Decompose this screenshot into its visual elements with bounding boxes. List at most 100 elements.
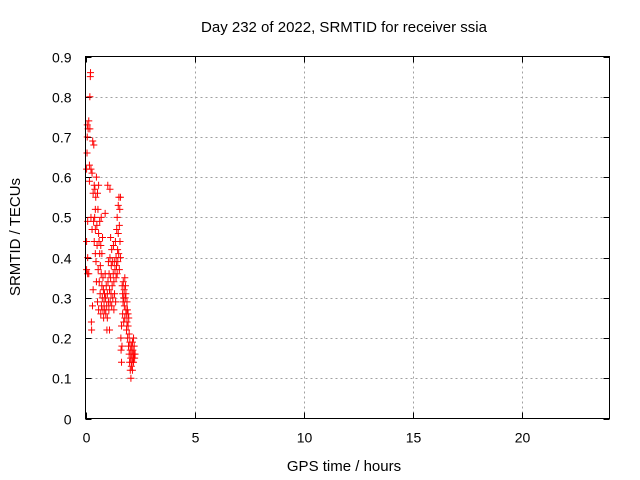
data-point-marker (106, 254, 114, 262)
data-point-marker (125, 314, 133, 322)
data-point-marker (110, 278, 118, 286)
data-point-marker (83, 149, 91, 157)
data-point-marker (114, 201, 122, 209)
data-point-marker (112, 298, 120, 306)
data-point-marker (123, 326, 131, 334)
data-point-marker (114, 258, 122, 266)
data-point-marker (124, 310, 132, 318)
data-point-marker (103, 314, 111, 322)
data-point-marker (117, 334, 125, 342)
x-axis-label: GPS time / hours (287, 458, 401, 475)
data-point-marker (83, 133, 91, 141)
data-point-marker (90, 217, 98, 225)
data-point-marker (115, 250, 123, 258)
data-point-marker (114, 246, 122, 254)
data-point-marker (123, 306, 131, 314)
plot-frame (85, 56, 610, 419)
data-point-marker (89, 286, 97, 294)
data-point-marker (88, 326, 96, 334)
data-point-marker (120, 286, 128, 294)
data-point-marker (128, 338, 136, 346)
data-point-marker (94, 189, 102, 197)
x-tick-label: 5 (192, 430, 200, 446)
data-point-marker (123, 298, 131, 306)
data-point-marker (99, 274, 107, 282)
data-point-marker (117, 346, 125, 354)
data-point-marker (121, 294, 129, 302)
data-point-marker (91, 225, 99, 233)
data-point-marker (97, 242, 105, 250)
data-point-marker (83, 266, 91, 274)
data-point-marker (101, 209, 109, 217)
data-point-marker (128, 366, 136, 374)
y-tick-label: 0.1 (52, 371, 72, 387)
data-point-marker (116, 205, 124, 213)
data-point-marker (107, 234, 115, 241)
data-point-marker (95, 181, 103, 189)
data-point-marker (99, 234, 107, 241)
data-point-marker (130, 334, 138, 342)
data-point-marker (127, 374, 135, 382)
data-point-marker (94, 205, 102, 213)
axis-ticks (85, 56, 610, 420)
data-point-marker (85, 161, 93, 169)
data-point-marker (91, 213, 99, 221)
data-point-marker (95, 278, 103, 286)
data-point-marker (130, 358, 138, 366)
data-point-marker (93, 221, 101, 229)
data-point-marker (102, 282, 110, 290)
data-point-marker (113, 213, 121, 221)
data-point-marker (121, 282, 129, 290)
data-point-marker (106, 185, 114, 193)
data-point-marker (88, 302, 96, 310)
data-point-marker (83, 238, 91, 246)
data-point-marker (98, 250, 106, 258)
data-point-marker (120, 302, 128, 310)
data-point-marker (108, 282, 116, 290)
y-tick-label: 0.4 (52, 251, 72, 267)
data-point-marker (109, 242, 117, 250)
data-point-marker (102, 294, 110, 302)
data-point-marker (85, 117, 93, 125)
data-point-marker (87, 69, 95, 77)
data-point-marker (106, 326, 114, 334)
y-tick-label: 0.7 (52, 130, 72, 146)
data-point-marker (83, 121, 91, 129)
y-tick-label: 0.9 (52, 50, 72, 66)
data-point-marker (104, 278, 112, 286)
data-point-marker (92, 173, 100, 181)
data-point-marker (89, 137, 97, 145)
data-point-marker (97, 213, 105, 221)
y-tick-label: 0.5 (52, 210, 72, 226)
data-point-marker (113, 262, 121, 270)
y-tick-label: 0.6 (52, 170, 72, 186)
chart-title: Day 232 of 2022, SRMTID for receiver ssi… (201, 19, 488, 36)
x-tick-label: 15 (406, 430, 422, 446)
data-point-marker (92, 258, 100, 266)
x-tick-label: 10 (297, 430, 313, 446)
data-point-marker (113, 270, 121, 278)
data-point-marker (112, 274, 120, 282)
x-tick-label: 20 (515, 430, 531, 446)
data-point-marker (86, 125, 94, 133)
data-point-marker (122, 290, 130, 298)
data-point-marker (96, 262, 104, 270)
data-points (83, 69, 139, 382)
data-point-marker (118, 358, 126, 366)
data-point-marker (102, 310, 110, 318)
data-point-marker (118, 322, 126, 330)
data-point-marker (94, 266, 102, 274)
data-point-marker (130, 342, 138, 350)
data-point-marker (116, 254, 124, 262)
data-point-marker (92, 193, 100, 201)
x-tick-label: 0 (83, 430, 91, 446)
data-point-marker (115, 221, 123, 229)
data-point-marker (124, 334, 132, 342)
data-point-marker (85, 177, 93, 185)
data-point-marker (121, 274, 129, 282)
data-point-marker (86, 93, 94, 101)
data-point-marker (94, 298, 102, 306)
data-point-marker (95, 229, 103, 237)
grid-lines (85, 56, 610, 419)
data-point-marker (115, 266, 123, 274)
